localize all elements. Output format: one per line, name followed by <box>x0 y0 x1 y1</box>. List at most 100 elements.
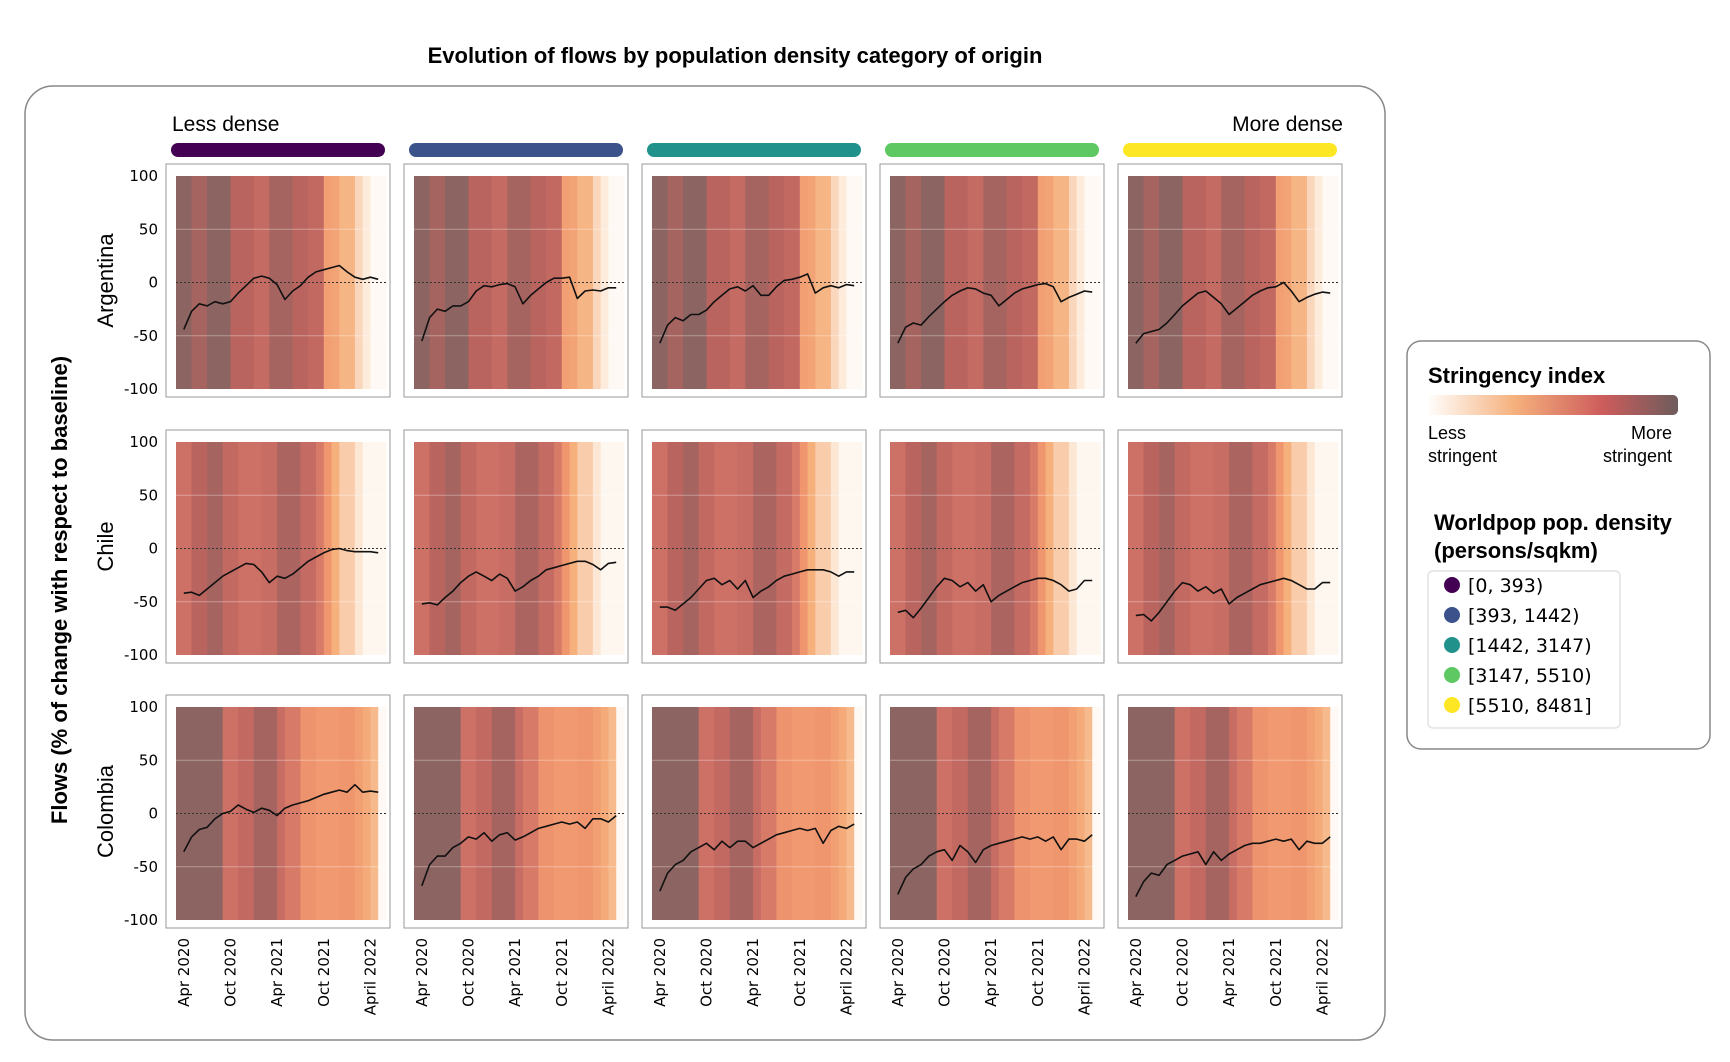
stringency-band <box>1291 707 1308 920</box>
stringency-band <box>830 707 840 920</box>
stringency-band <box>846 707 855 920</box>
stringency-band <box>476 442 501 655</box>
stringency-band <box>577 176 594 389</box>
stringency-low-label-2: stringent <box>1428 446 1497 466</box>
country-label-chile: Chile <box>93 521 118 571</box>
stringency-band <box>830 442 840 655</box>
stringency-band <box>921 176 946 389</box>
stringency-band <box>1045 176 1054 389</box>
panel-argentina-0 <box>165 163 391 398</box>
x-tick-label: Oct 2021 <box>553 938 571 1007</box>
y-tick-label: 50 <box>139 751 158 769</box>
x-tick-label: Apr 2020 <box>889 938 907 1007</box>
stringency-band <box>207 176 232 389</box>
stringency-band <box>1068 176 1078 389</box>
stringency-band <box>592 442 602 655</box>
stringency-band <box>468 176 493 389</box>
stringency-band <box>1174 442 1191 655</box>
stringency-band <box>838 176 848 389</box>
stringency-band <box>429 176 446 389</box>
x-tick-label: Apr 2020 <box>175 938 193 1007</box>
x-tick-label: April 2022 <box>599 938 617 1015</box>
panel-border <box>879 429 1105 664</box>
series-line-chile-2 <box>659 569 855 612</box>
series-line-colombia-0 <box>183 783 379 853</box>
density-bar-3 <box>885 143 1099 157</box>
stringency-band <box>1092 707 1101 920</box>
stringency-band <box>561 176 571 389</box>
stringency-band <box>1283 442 1292 655</box>
x-tick-label: April 2022 <box>837 938 855 1015</box>
stringency-band <box>1190 442 1215 655</box>
panel-border <box>165 694 391 929</box>
series-line-colombia-3 <box>897 834 1093 895</box>
density-legend-dot-0 <box>1444 577 1460 593</box>
x-tick-label: Apr 2021 <box>744 938 762 1007</box>
stringency-high-label-1: More <box>1631 423 1672 443</box>
y-tick-label: 0 <box>148 274 158 292</box>
panel-argentina-2 <box>641 163 867 398</box>
y-tick-label: 100 <box>129 433 158 451</box>
panel-frame <box>24 85 1386 1041</box>
chart-title: Evolution of flows by population density… <box>428 43 1043 68</box>
stringency-band <box>339 176 356 389</box>
stringency-band <box>838 442 863 655</box>
stringency-band <box>1322 176 1339 389</box>
stringency-band <box>1330 707 1339 920</box>
stringency-band <box>815 707 832 920</box>
panel-border <box>165 163 391 398</box>
less-dense-label: Less dense <box>172 113 279 136</box>
x-tick-label: Oct 2021 <box>315 938 333 1007</box>
series-line-colombia-1 <box>421 814 617 887</box>
panel-border <box>1117 429 1343 664</box>
stringency-band <box>936 707 953 920</box>
stringency-band <box>683 176 708 389</box>
density-bar-4 <box>1123 143 1337 157</box>
stringency-band <box>191 442 208 655</box>
stringency-band <box>1159 442 1176 655</box>
stringency-band <box>799 442 809 655</box>
stringency-band <box>569 442 578 655</box>
more-dense-label: More dense <box>1232 113 1343 136</box>
country-label-argentina: Argentina <box>93 233 118 328</box>
stringency-band <box>608 176 625 389</box>
stringency-band <box>1314 707 1324 920</box>
stringency-band <box>354 442 364 655</box>
stringency-band <box>616 707 625 920</box>
density-legend-items: [0, 393) [393, 1442) [1442, 3147) [3147, 55… <box>1444 575 1592 717</box>
stringency-band <box>445 176 470 389</box>
stringency-band <box>698 707 715 920</box>
stringency-band <box>1084 176 1101 389</box>
stringency-band <box>176 707 224 920</box>
stringency-band <box>323 176 333 389</box>
stringency-band <box>1322 707 1331 920</box>
stringency-band <box>1053 176 1070 389</box>
x-tick-label: Oct 2020 <box>1173 938 1191 1007</box>
stringency-band <box>714 442 739 655</box>
small-multiples-grid: Argentina 100 50 0 -50 -100 Chile 100 50 0 -50 -100… <box>93 163 1343 1015</box>
stringency-low-label-1: Less <box>1428 423 1466 443</box>
y-tick-label: 0 <box>148 540 158 558</box>
stringency-band <box>354 707 364 920</box>
stringency-band <box>1306 442 1316 655</box>
stringency-band <box>370 176 387 389</box>
panel-border <box>879 694 1105 929</box>
stringency-band <box>323 442 333 655</box>
x-tick-label: Apr 2021 <box>982 938 1000 1007</box>
y-axis-label: Flows (% of change with respect to basel… <box>47 356 72 824</box>
stringency-band <box>846 176 863 389</box>
series-line-colombia-2 <box>659 823 855 892</box>
stringency-band <box>569 176 578 389</box>
panel-border <box>165 429 391 664</box>
density-legend-dot-2 <box>1444 637 1460 653</box>
x-tick-label: April 2022 <box>361 938 379 1015</box>
panel-chile-0 <box>165 429 391 664</box>
x-tick-label: Apr 2020 <box>413 938 431 1007</box>
panel-chile-2 <box>641 429 867 664</box>
stringency-band <box>1076 176 1086 389</box>
panel-border <box>641 163 867 398</box>
density-color-bars <box>171 143 1337 157</box>
y-tick-label: -50 <box>134 327 159 345</box>
stringency-band <box>1030 707 1054 920</box>
stringency-band <box>554 707 578 920</box>
